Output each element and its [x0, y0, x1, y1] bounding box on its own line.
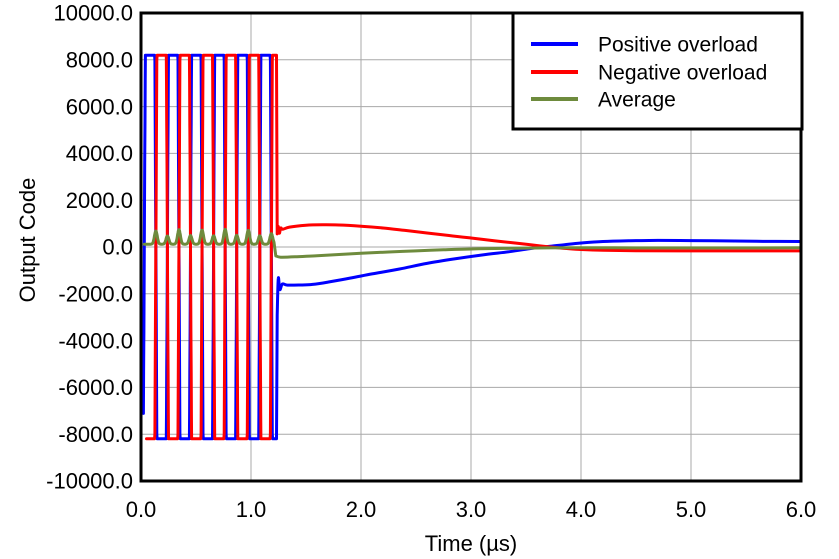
- series-positive-overload-line: [141, 53, 803, 441]
- x-tick-label: 4.0: [566, 497, 597, 522]
- y-tick-label: -4000.0: [58, 328, 133, 353]
- legend-label-negative-overload: Negative overload: [598, 61, 767, 84]
- y-tick-label: 0.0: [102, 235, 133, 260]
- x-axis-title: Time (µs): [425, 531, 518, 556]
- x-tick-label: 6.0: [786, 497, 817, 522]
- y-tick-label: 4000.0: [66, 141, 133, 166]
- legend: Positive overload Negative overload Averag…: [511, 11, 804, 131]
- y-tick-label: 8000.0: [66, 48, 133, 73]
- y-tick-label: 6000.0: [66, 94, 133, 119]
- y-axis-title: Output Code: [15, 178, 40, 303]
- x-tick-label: 0.0: [126, 497, 157, 522]
- y-tick-label: -6000.0: [58, 375, 133, 400]
- y-tick-label: -2000.0: [58, 282, 133, 307]
- x-tick-label: 1.0: [236, 497, 267, 522]
- y-tick-label: 10000.0: [53, 1, 133, 26]
- x-tick-label: 3.0: [456, 497, 487, 522]
- x-tick-label: 2.0: [346, 497, 377, 522]
- y-tick-label: 2000.0: [66, 188, 133, 213]
- y-tick-label: -8000.0: [58, 422, 133, 447]
- legend-label-positive-overload: Positive overload: [598, 33, 758, 56]
- x-tick-label: 5.0: [676, 497, 707, 522]
- plot-border: [139, 11, 803, 483]
- series-negative-overload-line: [145, 53, 803, 441]
- y-tick-label: -10000.0: [46, 469, 133, 494]
- legend-label-average: Average: [598, 88, 676, 111]
- series-average-line: [142, 227, 803, 259]
